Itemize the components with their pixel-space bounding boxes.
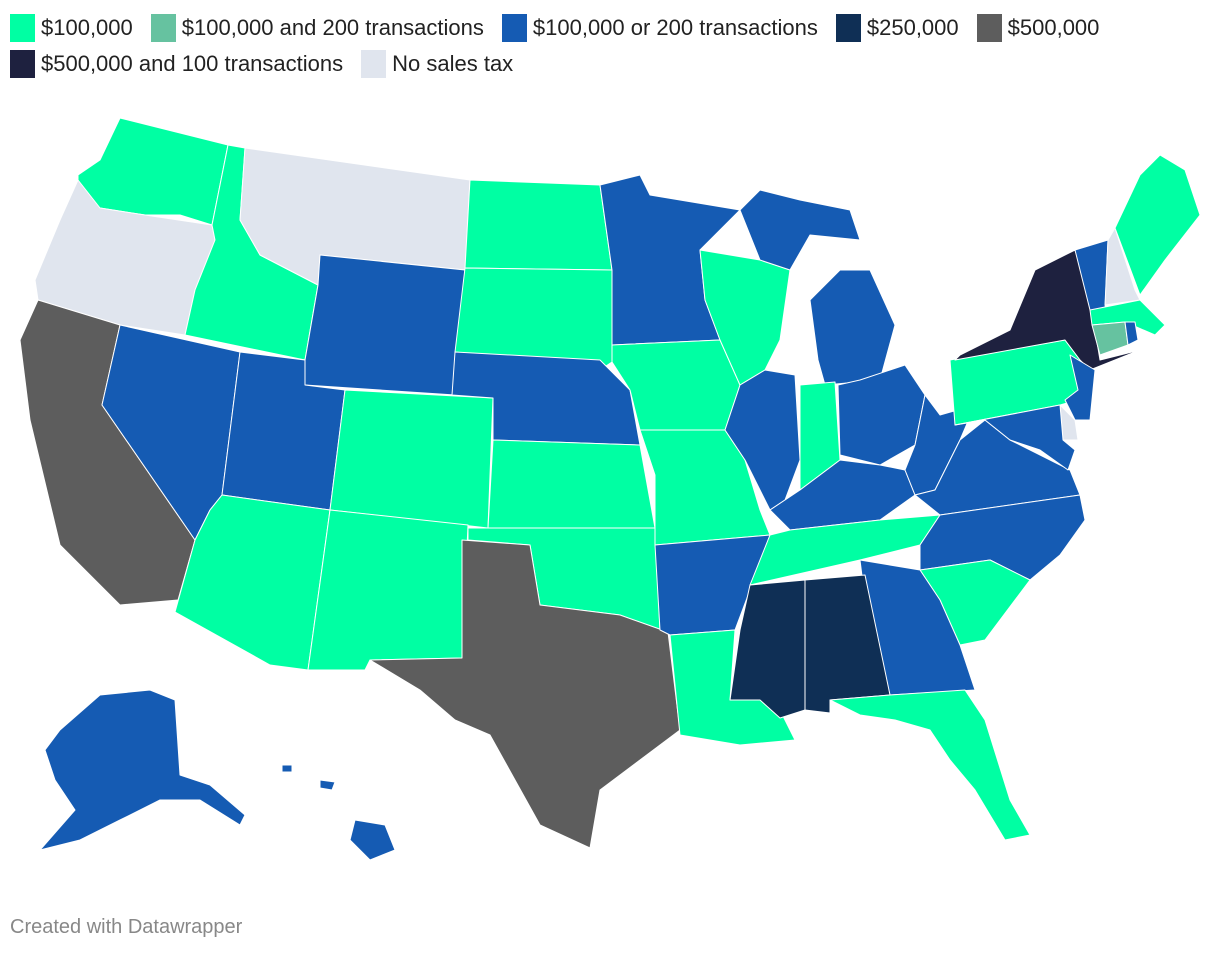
legend-item-100k-or-200: $100,000 or 200 transactions xyxy=(501,14,818,42)
state-TX[interactable] xyxy=(369,539,681,849)
state-MS[interactable] xyxy=(729,579,806,719)
legend-item-100k: $100,000 xyxy=(10,14,133,42)
legend-label: $250,000 xyxy=(866,15,959,40)
state-NH xyxy=(1104,227,1141,306)
legend-item-no-sales-tax: No sales tax xyxy=(361,50,513,78)
state-ND[interactable] xyxy=(464,179,613,271)
state-MI-upper[interactable] xyxy=(739,189,861,271)
legend-swatch xyxy=(361,50,387,78)
legend-item-500k-and-100: $500,000 and 100 transactions xyxy=(10,50,343,78)
state-ME[interactable] xyxy=(1114,154,1201,296)
legend-row-1: $100,000 $100,000 and 200 transactions $… xyxy=(10,10,1210,46)
state-MI[interactable] xyxy=(809,269,896,386)
legend-swatch xyxy=(150,14,176,42)
legend-label: $100,000 xyxy=(41,15,133,40)
state-AK[interactable] xyxy=(39,689,246,851)
state-MD[interactable] xyxy=(954,404,1076,471)
legend-swatch xyxy=(835,14,861,42)
state-HI-small[interactable] xyxy=(281,764,293,773)
state-CO[interactable] xyxy=(329,389,494,529)
state-LA[interactable] xyxy=(669,629,796,746)
us-map xyxy=(19,117,1201,861)
legend-label: $500,000 and 100 transactions xyxy=(41,51,344,76)
legend-label: No sales tax xyxy=(392,51,514,76)
state-HI[interactable] xyxy=(349,819,396,861)
legend-label: $100,000 and 200 transactions xyxy=(181,15,484,40)
state-WY[interactable] xyxy=(304,254,466,396)
state-NY[interactable] xyxy=(954,249,1141,371)
legend-swatch xyxy=(976,14,1002,42)
legend-item-250k: $250,000 xyxy=(835,14,959,42)
state-RI[interactable] xyxy=(1124,321,1139,346)
legend-swatch xyxy=(10,50,35,78)
state-NM[interactable] xyxy=(307,509,469,671)
legend-label: $100,000 or 200 transactions xyxy=(532,15,818,40)
credit-footer: Created with Datawrapper xyxy=(10,916,243,938)
legend-swatch xyxy=(501,14,527,42)
legend-row-2: $500,000 and 100 transactions No sales t… xyxy=(10,46,1210,82)
state-FL[interactable] xyxy=(829,689,1031,841)
legend-swatch xyxy=(10,14,35,42)
legend-label: $500,000 xyxy=(1007,15,1100,40)
legend-item-500k: $500,000 xyxy=(976,14,1100,42)
legend: $100,000 $100,000 and 200 transactions $… xyxy=(10,10,1210,82)
legend-item-100k-and-200: $100,000 and 200 transactions xyxy=(150,14,484,42)
state-OH[interactable] xyxy=(837,364,926,466)
state-KS[interactable] xyxy=(487,439,656,529)
state-HI-small2[interactable] xyxy=(319,779,336,791)
